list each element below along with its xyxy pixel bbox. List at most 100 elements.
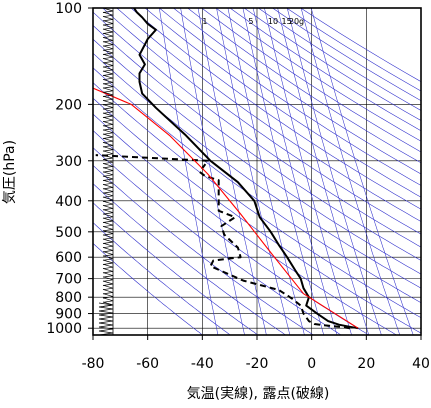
dry-adiabat-line bbox=[93, 52, 421, 289]
x-tick-label: -20 bbox=[246, 356, 269, 372]
wind-barb bbox=[102, 121, 114, 127]
mixing-ratio-label: 15 bbox=[282, 17, 292, 26]
wind-barb bbox=[102, 24, 114, 30]
y-tick-label: 400 bbox=[55, 194, 82, 210]
dry-adiabat-line bbox=[93, 164, 314, 335]
wind-barb bbox=[102, 49, 114, 55]
wind-barb bbox=[102, 175, 114, 181]
x-tick-label: -40 bbox=[191, 356, 214, 372]
wind-barb bbox=[102, 259, 114, 265]
wind-barb bbox=[102, 221, 114, 228]
y-tick-label: 800 bbox=[55, 290, 82, 306]
y-tick-label: 500 bbox=[55, 225, 82, 241]
wind-barb bbox=[98, 306, 114, 312]
wind-barb bbox=[102, 53, 114, 60]
wind-barb bbox=[102, 268, 114, 274]
mixing-ratio-lines bbox=[159, 8, 414, 335]
wind-barbs bbox=[98, 8, 114, 335]
wind-barb bbox=[102, 272, 114, 278]
dry-adiabat-line bbox=[215, 8, 421, 142]
mixing-ratio-line bbox=[286, 8, 382, 335]
parcel-line bbox=[93, 87, 359, 329]
wind-barb bbox=[102, 184, 114, 190]
mixing-ratio-label: 1 bbox=[202, 17, 207, 26]
mixing-ratio-line bbox=[264, 8, 352, 335]
mixing-ratio-label: 5 bbox=[248, 17, 253, 26]
dry-adiabat-line bbox=[93, 97, 421, 334]
dry-adiabat-line bbox=[159, 8, 421, 186]
wind-barb bbox=[98, 326, 114, 332]
wind-barb bbox=[102, 70, 114, 76]
dry-adiabat-line bbox=[93, 242, 203, 335]
wind-barb bbox=[102, 226, 114, 232]
dry-adiabats bbox=[93, 8, 421, 335]
wind-barb bbox=[102, 158, 114, 165]
wind-barb bbox=[102, 179, 114, 186]
wind-barb bbox=[102, 247, 114, 253]
wind-barb bbox=[102, 8, 114, 13]
mixing-ratio-label: 10 bbox=[268, 17, 278, 26]
temperature-line bbox=[133, 8, 359, 330]
wind-barb bbox=[102, 28, 114, 34]
wind-barb bbox=[102, 230, 114, 236]
mixing-ratio-line bbox=[180, 8, 245, 335]
wind-barb bbox=[102, 293, 114, 299]
mixing-ratio-line bbox=[159, 8, 219, 335]
mixing-ratio-label: 20g bbox=[289, 17, 304, 26]
wind-barb bbox=[102, 142, 114, 148]
x-tick-label: 0 bbox=[307, 356, 316, 372]
dry-adiabat-line bbox=[93, 67, 421, 304]
wind-barb bbox=[102, 167, 114, 173]
wind-barb bbox=[102, 32, 114, 39]
wind-barb bbox=[102, 91, 114, 97]
mixing-ratio-line bbox=[197, 8, 267, 335]
dry-adiabat-line bbox=[173, 8, 421, 175]
dry-adiabat-line bbox=[130, 8, 421, 210]
wind-barb bbox=[102, 41, 114, 47]
x-tick-label: -60 bbox=[136, 356, 159, 372]
wind-barb bbox=[102, 217, 114, 223]
wind-barb bbox=[102, 238, 114, 244]
dry-adiabat-line bbox=[93, 147, 342, 335]
y-tick-label: 1000 bbox=[46, 321, 82, 337]
dry-adiabat-line bbox=[144, 8, 421, 198]
profile-series bbox=[93, 8, 359, 330]
wind-barb bbox=[102, 45, 114, 51]
dewpoint-line bbox=[95, 154, 351, 330]
wind-barb bbox=[102, 205, 114, 211]
mixing-ratio-line bbox=[277, 8, 370, 335]
wind-barb bbox=[102, 263, 114, 270]
wind-barb bbox=[102, 188, 114, 194]
wind-barb bbox=[102, 87, 114, 93]
wind-barb bbox=[102, 133, 114, 139]
wind-barb bbox=[102, 200, 114, 207]
dry-adiabat-line bbox=[201, 8, 421, 153]
y-tick-label: 600 bbox=[55, 250, 82, 266]
wind-barb bbox=[102, 251, 114, 257]
wind-barb bbox=[102, 83, 114, 89]
wind-barb bbox=[102, 125, 114, 131]
dry-adiabat-line bbox=[93, 202, 259, 335]
wind-barb bbox=[102, 209, 114, 215]
wind-barb bbox=[102, 129, 114, 135]
dry-adiabat-line bbox=[93, 25, 421, 261]
wind-barb bbox=[102, 104, 114, 110]
wind-barb bbox=[102, 192, 114, 198]
wind-barb bbox=[102, 297, 114, 303]
dry-adiabat-line bbox=[116, 8, 421, 222]
wind-barb bbox=[102, 116, 114, 123]
wind-barb bbox=[102, 276, 114, 282]
dry-adiabat-line bbox=[93, 82, 421, 318]
wind-barb bbox=[102, 196, 114, 202]
wind-barb bbox=[102, 146, 114, 152]
wind-barb bbox=[102, 289, 114, 295]
wind-barb bbox=[102, 112, 114, 118]
wind-barb bbox=[102, 171, 114, 177]
wind-barb bbox=[102, 213, 114, 219]
mixing-ratio-line bbox=[242, 8, 324, 335]
wind-barb bbox=[98, 318, 114, 324]
wind-barb bbox=[102, 16, 114, 22]
dry-adiabat-line bbox=[93, 38, 421, 275]
wind-barb bbox=[102, 280, 114, 286]
